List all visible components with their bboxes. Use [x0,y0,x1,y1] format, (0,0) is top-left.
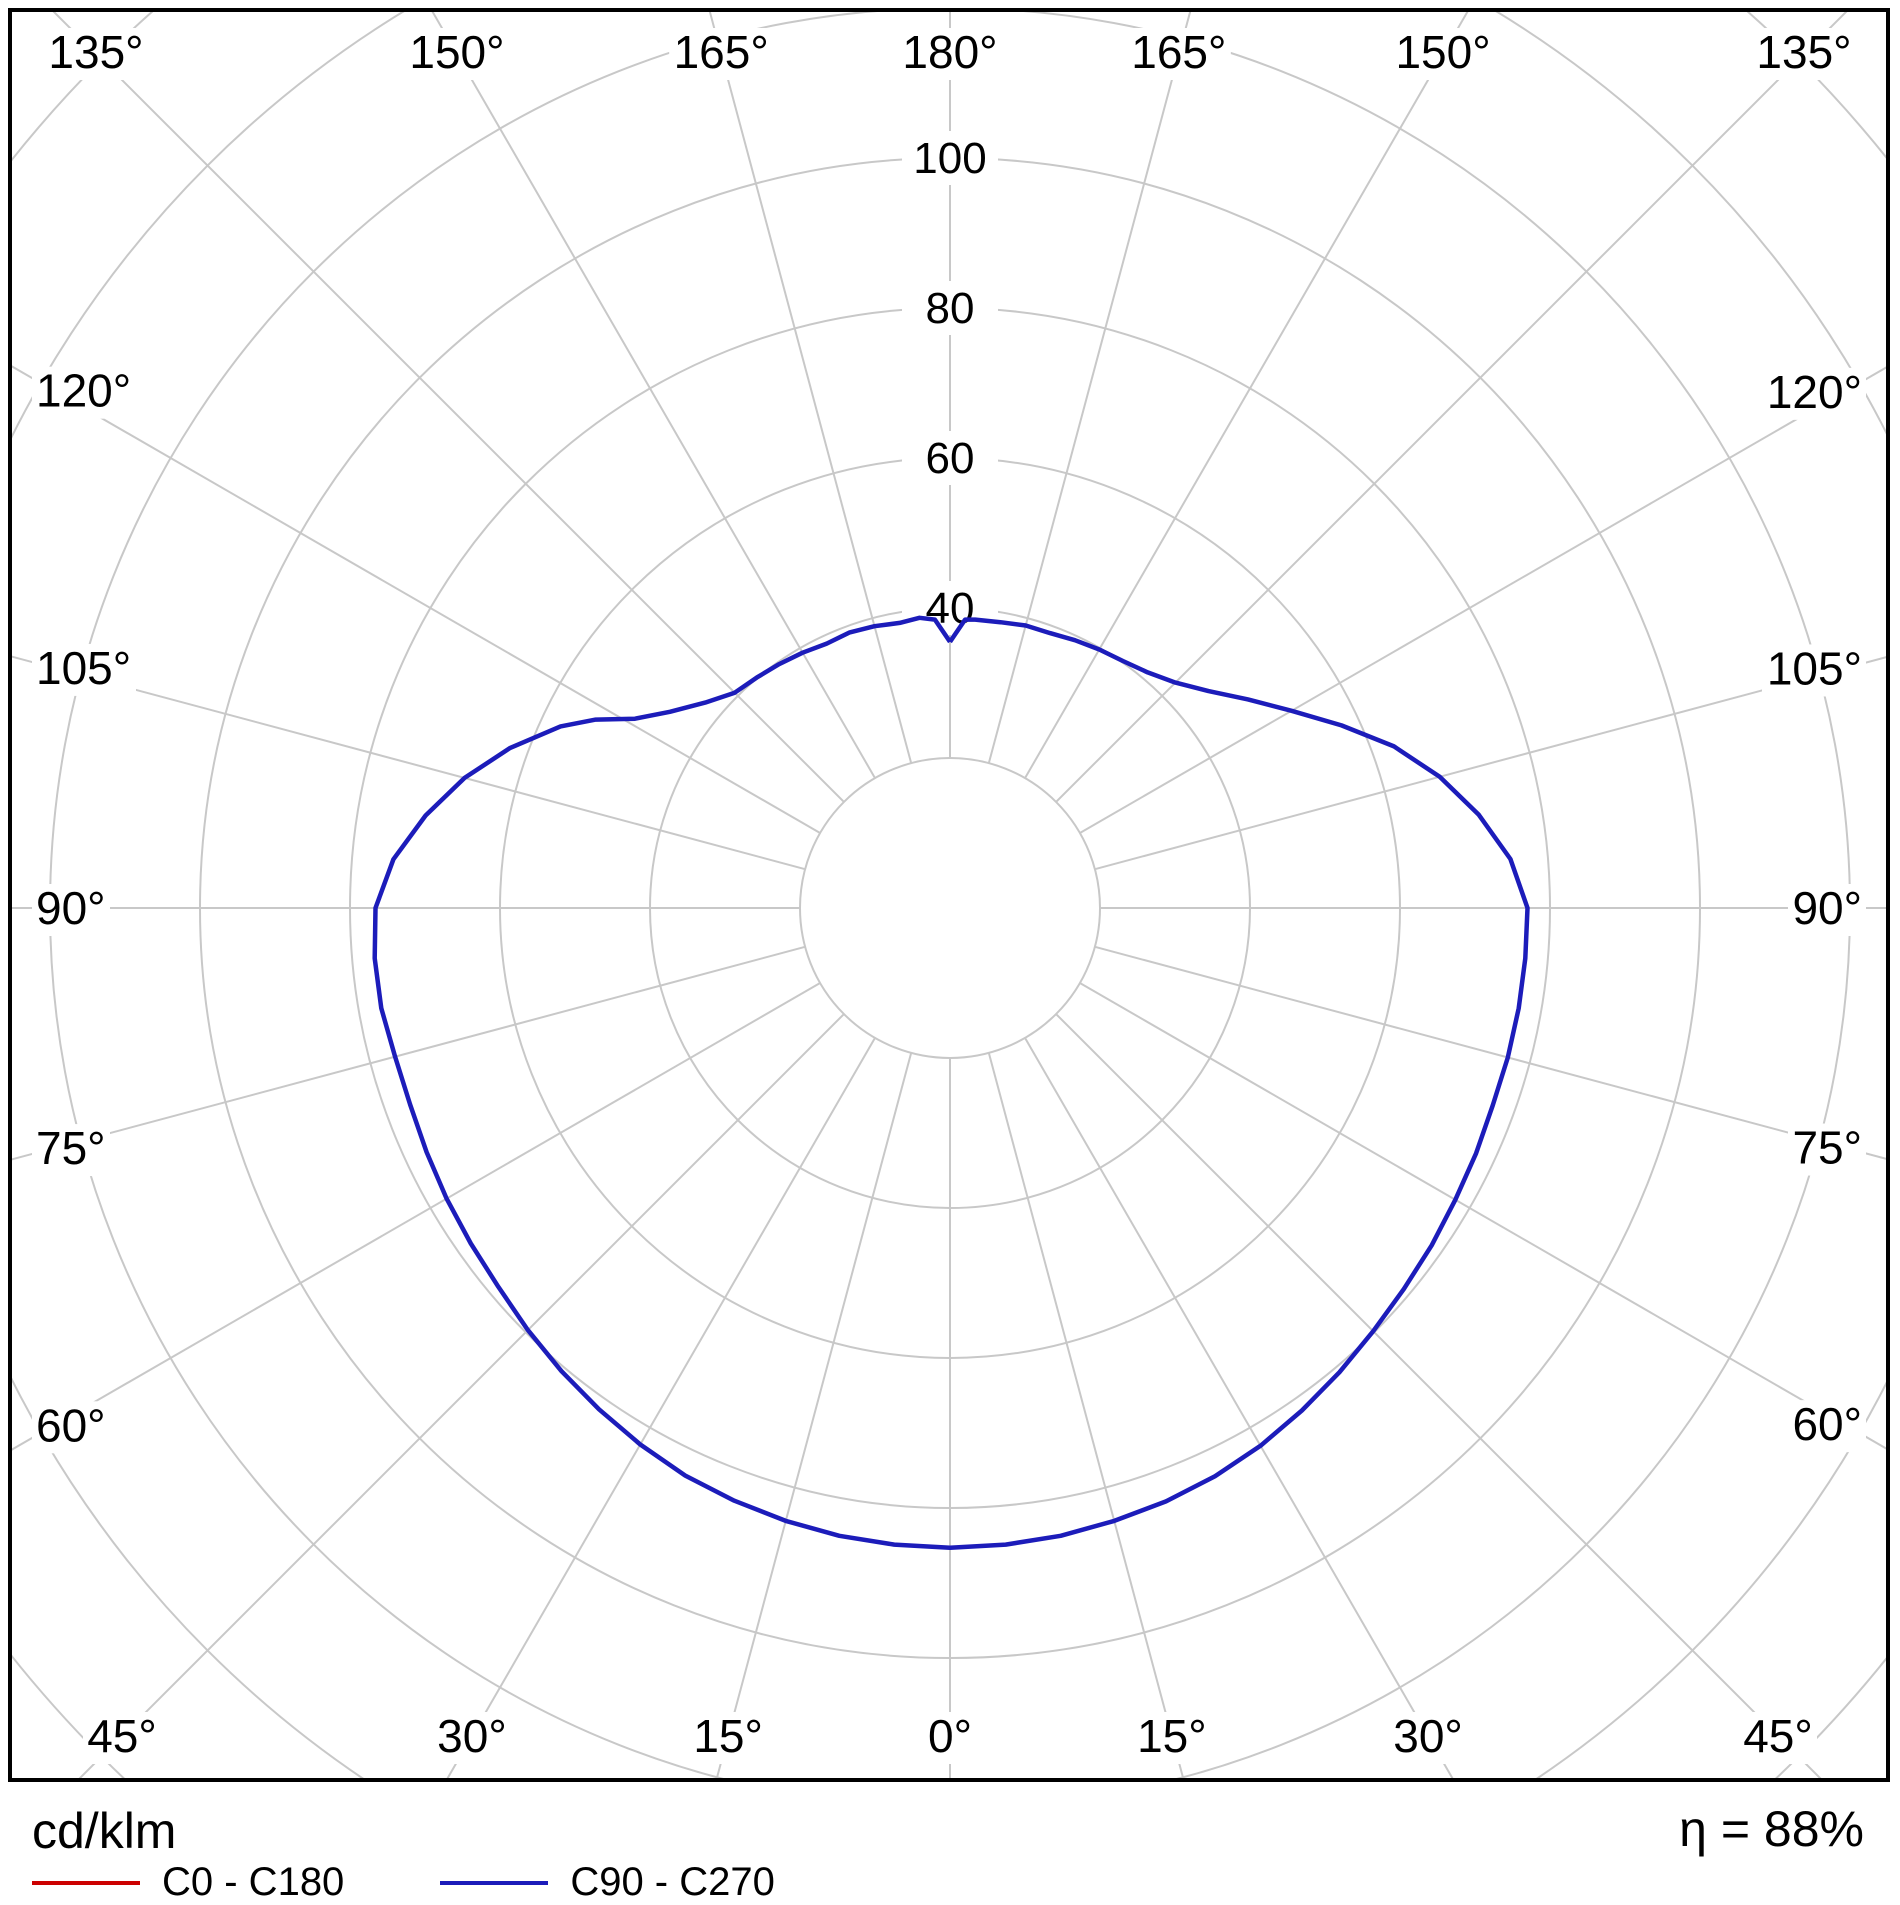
angle-label: 120° [36,365,131,417]
legend: C0 - C180 C90 - C270 [32,1860,775,1905]
angle-label: 105° [1767,642,1862,694]
angle-label-bg [1752,28,1856,80]
radial-label: 80 [926,284,975,333]
grid-spoke [1094,655,1888,871]
angle-label: 165° [674,26,769,78]
angle-label-bg [898,28,1002,80]
radial-label: 100 [913,134,986,183]
angle-label-bg [1762,644,1866,697]
radial-label-bg [902,131,998,185]
grid-spoke [10,364,821,834]
grid-spoke [10,982,821,1452]
angle-label-bg [32,643,136,696]
grid-spoke [987,10,1192,764]
angle-label: 60° [1792,1398,1862,1450]
grid-spoke [430,10,876,779]
angle-label: 150° [409,26,504,78]
angle-label: 105° [36,642,131,694]
angle-label-bg [1739,1712,1817,1764]
angle-label-bg [1762,367,1866,420]
grid-ring [799,757,1101,1059]
angle-label: 165° [1131,26,1226,78]
chart-footer: cd/klm η = 88% C0 - C180 C90 - C270 [0,1782,1900,1904]
angle-label: 135° [48,26,143,78]
angle-label: 60° [36,1399,106,1451]
grid-spoke [1024,10,1470,779]
angle-label-bg [32,1124,110,1177]
angle-label: 45° [1743,1710,1813,1762]
radial-label-bg [902,581,998,635]
angle-label-bg [32,884,110,936]
grid-spoke [1079,982,1888,1451]
grid-spoke [987,1052,1185,1780]
legend-line-c90-c270 [440,1880,549,1885]
plot-border [8,8,1890,1782]
units-label: cd/klm [32,1803,177,1859]
angle-label-bg [1389,1712,1468,1764]
angle-label-bg [924,1712,976,1764]
radial-label: 40 [926,584,975,633]
angle-label: 15° [693,1710,763,1762]
angle-label-bg [1788,1400,1866,1453]
angle-label-bg [1788,884,1866,936]
angle-label-bg [1391,28,1496,80]
radial-label-bg [902,281,998,335]
angle-label: 15° [1137,1710,1207,1762]
angle-label: 135° [1756,26,1851,78]
angle-label: 30° [437,1710,507,1762]
angle-label-bg [689,1712,768,1764]
angle-label: 90° [36,882,106,934]
grid-spoke [1079,365,1888,834]
angle-label: 0° [928,1710,972,1762]
legend-line-c0-c180 [32,1880,140,1885]
radial-label: 60 [926,434,975,483]
angle-label: 30° [1393,1710,1463,1762]
angle-label: 90° [1792,882,1862,934]
angle-label-bg [83,1712,161,1764]
angle-label-bg [44,28,148,80]
radial-label-bg [902,431,998,485]
angle-label-bg [1126,28,1231,80]
angle-label: 180° [902,26,997,78]
grid-spoke [445,1037,876,1780]
grid-spoke [1024,1037,1455,1780]
angle-label-bg [1132,1712,1211,1764]
grid-spoke [1094,945,1888,1161]
angle-label: 75° [36,1122,106,1174]
grid-spoke [708,10,913,764]
legend-label-c0-c180: C0 - C180 [162,1860,345,1904]
angle-label: 150° [1395,26,1490,78]
grid-spoke [715,1052,913,1780]
grid-spoke [10,655,806,871]
angle-label: 120° [1767,366,1862,418]
intensity-curve [372,615,1530,1551]
grid-spoke [76,1013,845,1780]
angle-label-bg [32,1401,110,1454]
angle-label: 45° [87,1710,157,1762]
angle-label-bg [404,28,509,80]
legend-label-c90-c270: C90 - C270 [570,1860,775,1904]
angle-label-bg [669,28,774,80]
angle-label-bg [1788,1123,1866,1176]
efficiency-label: η = 88% [1679,1801,1864,1857]
angle-label-bg [32,366,136,419]
angle-label: 75° [1792,1122,1862,1174]
angle-label-bg [432,1712,511,1764]
grid-spoke [10,945,806,1161]
